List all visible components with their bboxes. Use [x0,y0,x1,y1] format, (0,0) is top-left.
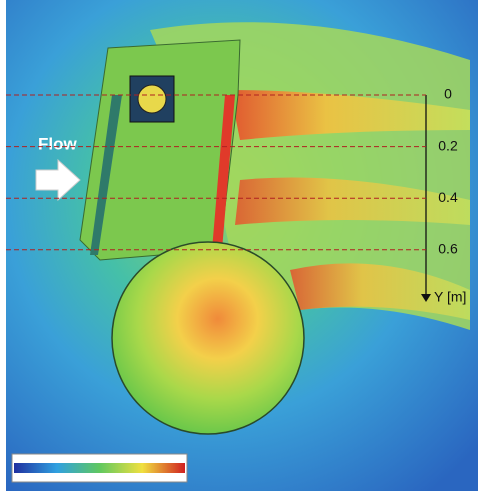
flow-label: Flow [38,134,77,153]
figure: Flow 0 0.2 0.4 0.6 Y [m] [0,0,478,491]
contour-plot [6,0,478,491]
y-tick-label: 0.6 [438,241,458,257]
colorbar [14,463,185,473]
y-tick-label: 0 [444,86,452,102]
pod-hub [138,85,166,113]
y-axis-label: Y [m] [434,289,466,305]
disk [112,242,304,434]
y-tick-label: 0.2 [438,137,458,153]
y-tick-label: 0.4 [438,189,458,205]
